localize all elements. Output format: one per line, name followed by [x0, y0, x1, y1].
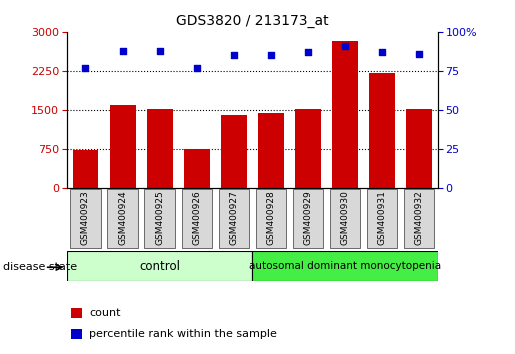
Bar: [184, 149, 210, 188]
Bar: [71, 308, 82, 318]
Text: GSM400929: GSM400929: [303, 190, 313, 245]
FancyBboxPatch shape: [330, 189, 360, 249]
Bar: [332, 41, 358, 188]
Text: count: count: [89, 308, 121, 318]
Point: [378, 49, 386, 55]
Text: GSM400923: GSM400923: [81, 190, 90, 245]
FancyBboxPatch shape: [404, 189, 435, 249]
Point: [230, 52, 238, 58]
Bar: [369, 73, 395, 188]
Bar: [110, 105, 135, 188]
Text: GSM400925: GSM400925: [155, 190, 164, 245]
FancyBboxPatch shape: [367, 189, 398, 249]
Title: GDS3820 / 213173_at: GDS3820 / 213173_at: [176, 14, 329, 28]
FancyBboxPatch shape: [107, 189, 138, 249]
FancyBboxPatch shape: [218, 189, 249, 249]
FancyBboxPatch shape: [144, 189, 175, 249]
Point: [341, 43, 349, 49]
Bar: [252, 251, 438, 281]
Point: [81, 65, 90, 70]
Bar: [147, 109, 173, 188]
Bar: [221, 115, 247, 188]
Point: [156, 48, 164, 53]
Point: [193, 65, 201, 70]
FancyBboxPatch shape: [255, 189, 286, 249]
Text: percentile rank within the sample: percentile rank within the sample: [89, 329, 277, 338]
Text: control: control: [139, 260, 180, 273]
Text: disease state: disease state: [3, 262, 77, 272]
Bar: [71, 329, 82, 339]
Point: [304, 49, 312, 55]
Text: GSM400928: GSM400928: [266, 190, 276, 245]
Point: [267, 52, 275, 58]
FancyBboxPatch shape: [70, 189, 101, 249]
Text: GSM400926: GSM400926: [192, 190, 201, 245]
Bar: [73, 150, 98, 188]
Bar: [295, 109, 321, 188]
FancyBboxPatch shape: [181, 189, 212, 249]
Text: GSM400932: GSM400932: [415, 190, 424, 245]
Text: autosomal dominant monocytopenia: autosomal dominant monocytopenia: [249, 261, 441, 272]
Text: GSM400924: GSM400924: [118, 190, 127, 245]
Text: GSM400931: GSM400931: [377, 190, 387, 245]
Text: GSM400927: GSM400927: [229, 190, 238, 245]
Bar: [258, 113, 284, 188]
Bar: [67, 251, 252, 281]
Point: [118, 48, 127, 53]
Bar: [406, 109, 432, 188]
FancyBboxPatch shape: [293, 189, 323, 249]
Point: [415, 51, 423, 57]
Text: GSM400930: GSM400930: [340, 190, 350, 245]
